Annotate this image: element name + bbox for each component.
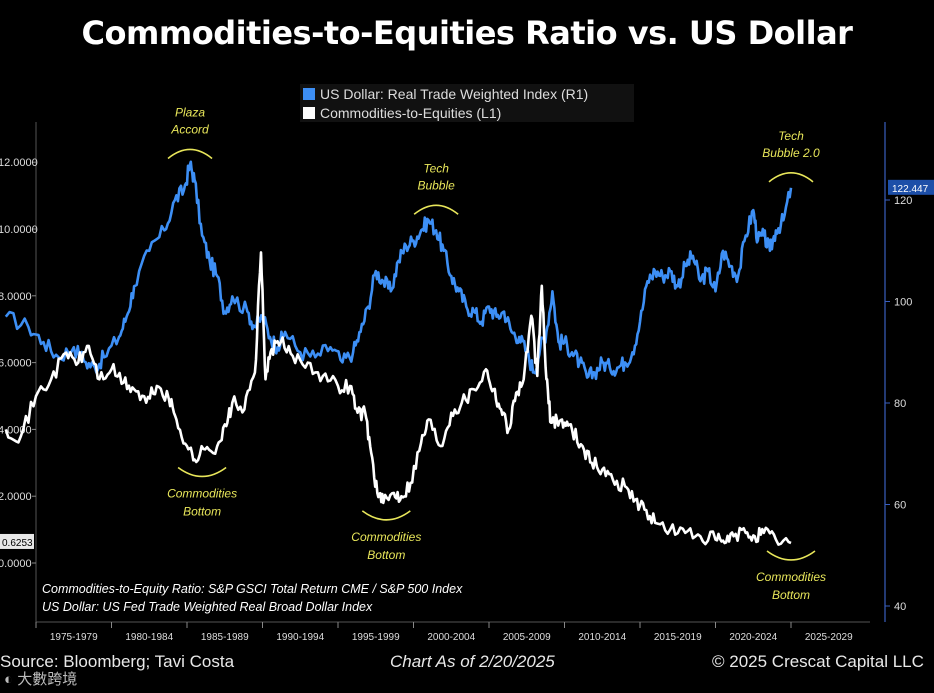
x-tick-label: 1980-1984 <box>125 632 173 643</box>
last-value-badge-dollar <box>888 179 934 195</box>
annotation-arc <box>361 510 411 521</box>
series-line-commodities-to-equities <box>4 251 792 546</box>
annotation-arc <box>413 204 459 215</box>
footer-copyright: © 2025 Crescat Capital LLC <box>712 652 924 671</box>
footer-as-of: Chart As of 2/20/2025 <box>390 652 555 671</box>
annotation-arc <box>768 172 814 183</box>
annotation-arc <box>167 148 213 160</box>
annotation-label: Tech <box>778 129 804 143</box>
right-tick-label: 80 <box>894 398 906 410</box>
right-tick-label: 100 <box>894 297 912 309</box>
x-tick-label: 2020-2024 <box>729 632 777 643</box>
annotation-label: Bottom <box>772 588 810 602</box>
note-ratio-definition: Commodities-to-Equity Ratio: S&P GSCI To… <box>42 582 463 596</box>
x-tick-label: 1990-1994 <box>276 632 324 643</box>
legend-swatch-dollar <box>303 87 315 100</box>
x-tick-label: 2005-2009 <box>503 632 551 643</box>
series-line-us-dollar <box>4 160 793 381</box>
last-value-label-dollar: 122.447 <box>892 184 929 195</box>
x-tick-label: 2025-2029 <box>805 632 853 643</box>
annotation-label: Commodities <box>351 530 421 544</box>
x-tick-label: 2000-2004 <box>427 632 475 643</box>
x-tick-label: 2010-2014 <box>578 632 626 643</box>
chart-title: Commodities-to-Equities Ratio vs. US Dol… <box>81 14 853 52</box>
last-value-label-ratio: 0.6253 <box>2 538 33 549</box>
annotation-label: Bubble 2.0 <box>762 146 820 160</box>
annotation-label: Accord <box>170 122 209 136</box>
legend-item-ratio: Commodities-to-Equities (L1) <box>300 103 634 122</box>
right-tick-label: 120 <box>894 195 912 207</box>
right-tick-label: 60 <box>894 500 906 512</box>
footer-source: Source: Bloomberg; Tavi Costa <box>0 652 235 671</box>
left-tick-label: 12.0000 <box>0 157 38 169</box>
legend-label-ratio: Commodities-to-Equities (L1) <box>320 104 502 121</box>
left-tick-label: 0.0000 <box>0 558 32 570</box>
left-tick-label: 2.0000 <box>0 491 32 503</box>
x-tick-label: 1985-1989 <box>201 632 249 643</box>
x-tick-label: 2015-2019 <box>654 632 702 643</box>
x-tick-label: 1995-1999 <box>352 632 400 643</box>
annotation-label: Tech <box>423 161 449 175</box>
left-tick-label: 8.0000 <box>0 291 32 303</box>
last-value-badge-ratio <box>0 533 34 549</box>
annotation-arc <box>177 466 227 478</box>
legend-swatch-ratio <box>303 106 315 119</box>
note-dollar-definition: US Dollar: US Fed Trade Weighted Real Br… <box>42 600 373 614</box>
x-tick-label: 1975-1979 <box>50 632 98 643</box>
annotation-label: Bubble <box>417 178 455 192</box>
legend-label-dollar: US Dollar: Real Trade Weighted Index (R1… <box>320 85 589 102</box>
left-tick-label: 6.0000 <box>0 358 32 370</box>
watermark-icon: ◐ <box>4 671 18 688</box>
annotation-label: Bottom <box>367 548 405 562</box>
annotation-label: Bottom <box>183 504 221 518</box>
annotation-arc <box>766 550 816 561</box>
legend-item-dollar: US Dollar: Real Trade Weighted Index (R1… <box>300 84 634 103</box>
annotation-label: Commodities <box>167 486 237 500</box>
chart-legend: US Dollar: Real Trade Weighted Index (R1… <box>300 84 634 122</box>
annotation-label: Plaza <box>175 105 205 119</box>
left-tick-label: 4.0000 <box>0 424 32 436</box>
watermark-logo: ◐ 大數跨境 <box>4 668 77 689</box>
annotation-label: Commodities <box>756 570 826 584</box>
right-tick-label: 40 <box>894 601 906 613</box>
watermark-text: 大數跨境 <box>17 671 78 688</box>
left-tick-label: 10.0000 <box>0 224 38 236</box>
